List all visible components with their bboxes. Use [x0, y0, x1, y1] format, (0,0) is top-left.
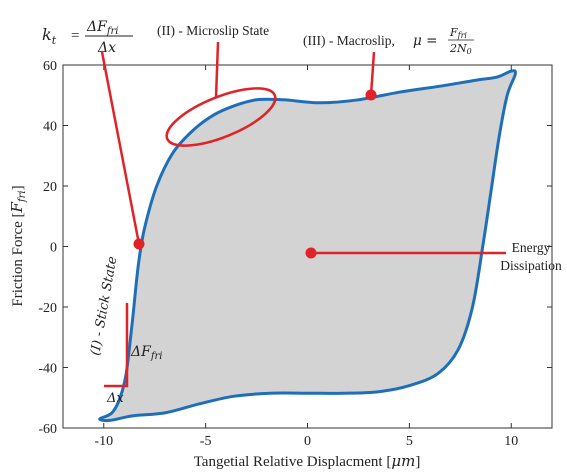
- svg-text:kt: kt: [42, 25, 57, 47]
- x-axis-unit: μm: [391, 452, 415, 470]
- x-tick-label: 10: [504, 434, 518, 449]
- x-axis-label: Tangetial Relative Displacment [μm]: [194, 452, 421, 470]
- x-tick-label: -5: [200, 434, 212, 449]
- macroslip-label: (III) - Macroslip,: [303, 33, 395, 48]
- delta-triangle: [104, 303, 129, 388]
- x-axis-label-text: Tangetial Relative Displacment [: [194, 454, 392, 470]
- svg-text:ΔFfri: ΔFfri: [86, 19, 119, 37]
- mu-denominator-sub: 0: [467, 47, 472, 56]
- svg-text:2N0: 2N0: [449, 42, 472, 56]
- stiffness-numerator-sub: fri: [106, 26, 119, 37]
- stick-point-marker: [133, 238, 145, 250]
- energy-dissipation-region: [99, 70, 516, 421]
- x-tick-label: 0: [304, 434, 311, 449]
- y-axis-label-text: Friction Force [: [10, 212, 26, 306]
- macroslip-point-marker: [365, 89, 377, 101]
- stiffness-leader-line: [100, 51, 141, 245]
- y-axis-unit: F: [8, 201, 26, 213]
- mu-denominator: 2N: [449, 42, 467, 55]
- y-tick-label: 0: [50, 241, 57, 256]
- energy-point-marker: [305, 247, 317, 259]
- y-tick-label: -60: [38, 422, 57, 437]
- stick-state-label: (I) - Stick State: [88, 255, 120, 357]
- energy-label-line1: Energy: [512, 240, 551, 255]
- microslip-label: (II) - Microslip State: [157, 23, 269, 38]
- y-axis-unit-sub: fri: [17, 190, 28, 203]
- mu-symbol: μ =: [413, 33, 437, 49]
- microslip-leader-line: [214, 41, 220, 99]
- y-axis-ticks: 60 40 20 0 -20 -40 -60: [38, 59, 552, 437]
- y-tick-label: 40: [43, 120, 57, 135]
- svg-text:=: =: [71, 28, 79, 44]
- stiffness-k-sub: t: [52, 34, 57, 47]
- stiffness-numerator: ΔF: [86, 19, 108, 35]
- delta-x-label: Δx: [106, 391, 124, 406]
- mu-numerator-sub: fri: [457, 31, 468, 40]
- stiffness-formula: kt = ΔFfri Δx: [42, 19, 133, 56]
- energy-label-line2: Dissipation: [500, 258, 562, 273]
- y-tick-label: -20: [38, 301, 57, 316]
- macroslip-formula: (III) - Macroslip, μ = Ffri 2N0: [303, 26, 474, 56]
- delta-f-label: ΔFfri: [130, 344, 163, 362]
- y-tick-label: -40: [38, 362, 57, 377]
- stiffness-denominator: Δx: [97, 40, 116, 56]
- x-tick-label: -10: [94, 434, 113, 449]
- stiffness-k: k: [42, 25, 52, 44]
- svg-text:Ffri: Ffri: [449, 26, 467, 40]
- x-axis-label-close: ]: [415, 454, 420, 470]
- y-tick-label: 60: [43, 59, 57, 74]
- x-tick-label: 5: [406, 434, 413, 449]
- delta-f-text: ΔF: [130, 344, 152, 360]
- microslip-ellipse: [165, 87, 277, 147]
- mu-numerator: F: [449, 26, 458, 39]
- x-axis-ticks: -10 -5 0 5 10: [94, 65, 518, 449]
- delta-f-sub: fri: [150, 351, 163, 362]
- y-axis-label-close: ]: [10, 185, 26, 190]
- hysteresis-loop-curve: [98, 69, 517, 423]
- macroslip-leader-line: [369, 51, 376, 96]
- y-axis-label: Friction Force [Ffri]: [8, 185, 28, 306]
- y-tick-label: 20: [43, 180, 57, 195]
